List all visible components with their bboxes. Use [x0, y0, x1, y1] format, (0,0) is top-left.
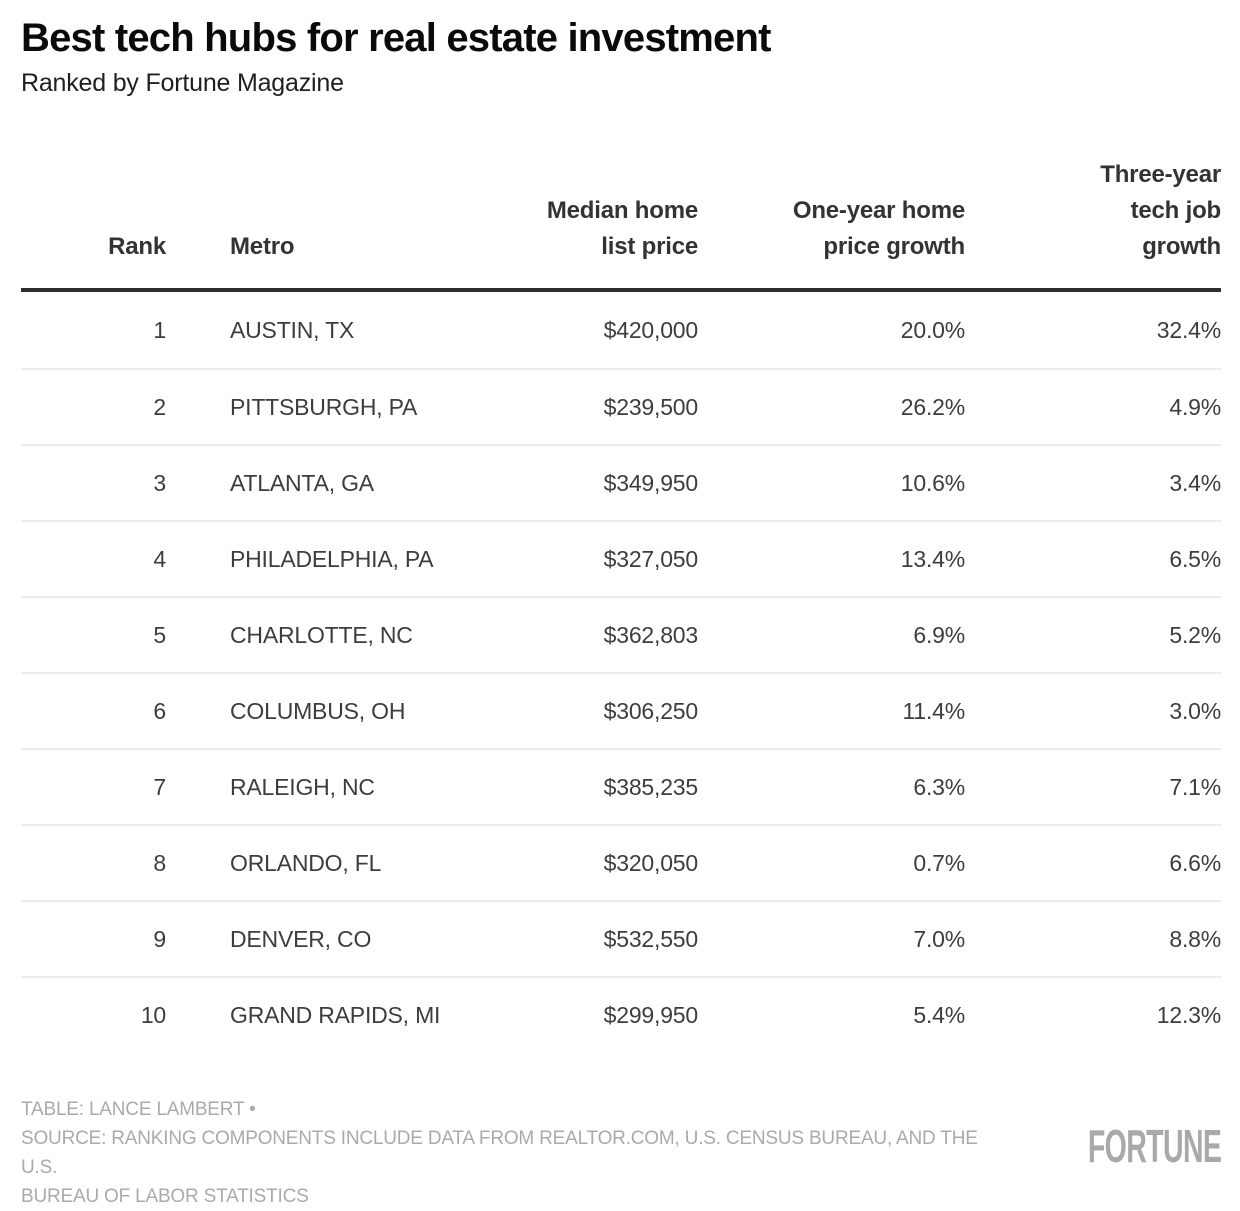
- cell-rank: 7: [153, 773, 166, 800]
- source-notes: TABLE: LANCE LAMBERT • SOURCE: RANKING C…: [21, 1095, 1006, 1211]
- cell-price-growth: 6.3%: [913, 773, 965, 800]
- cell-metro: COLUMBUS, OH: [230, 697, 406, 724]
- table-row: 4 PHILADELPHIA, PA $327,050 13.4% 6.5%: [21, 520, 1221, 596]
- cell-job-growth: 6.5%: [1169, 545, 1221, 572]
- table-row: 8 ORLANDO, FL $320,050 0.7% 6.6%: [21, 824, 1221, 900]
- cell-job-growth: 4.9%: [1169, 393, 1221, 420]
- cell-list-price: $349,950: [603, 469, 699, 496]
- cell-metro: PHILADELPHIA, PA: [230, 545, 434, 572]
- column-header-list-price: Median home list price: [546, 197, 698, 260]
- cell-rank: 1: [153, 316, 166, 343]
- cell-list-price: $420,000: [603, 316, 699, 343]
- page-title: Best tech hubs for real estate investmen…: [21, 16, 771, 60]
- table-row: 9 DENVER, CO $532,550 7.0% 8.8%: [21, 900, 1221, 976]
- cell-list-price: $532,550: [603, 925, 699, 952]
- cell-price-growth: 13.4%: [900, 545, 965, 572]
- cell-list-price: $239,500: [603, 393, 699, 420]
- source-line-1: SOURCE: RANKING COMPONENTS INCLUDE DATA …: [21, 1128, 978, 1178]
- cell-metro: ATLANTA, GA: [230, 469, 374, 496]
- cell-list-price: $299,950: [603, 1001, 699, 1028]
- cell-job-growth: 3.4%: [1169, 469, 1221, 496]
- cell-metro: RALEIGH, NC: [230, 773, 375, 800]
- cell-rank: 5: [153, 621, 166, 648]
- cell-metro: GRAND RAPIDS, MI: [230, 1001, 441, 1028]
- cell-job-growth: 8.8%: [1169, 925, 1221, 952]
- cell-metro: ORLANDO, FL: [230, 849, 382, 876]
- source-line-2: BUREAU OF LABOR STATISTICS: [21, 1186, 309, 1207]
- cell-price-growth: 5.4%: [913, 1001, 965, 1028]
- table-row: 5 CHARLOTTE, NC $362,803 6.9% 5.2%: [21, 596, 1221, 672]
- fortune-logo: FORTUNE: [1006, 1120, 1221, 1173]
- cell-metro: PITTSBURGH, PA: [230, 393, 418, 420]
- cell-list-price: $385,235: [603, 773, 699, 800]
- rankings-table: Rank Metro Median home list price One-ye…: [21, 157, 1221, 1052]
- cell-job-growth: 7.1%: [1169, 773, 1221, 800]
- cell-price-growth: 26.2%: [900, 393, 965, 420]
- cell-rank: 9: [153, 925, 166, 952]
- column-header-job-growth: Three-year tech job growth: [1100, 161, 1221, 260]
- table-row: 1 AUSTIN, TX $420,000 20.0% 32.4%: [21, 292, 1221, 368]
- cell-price-growth: 10.6%: [900, 469, 965, 496]
- table-row: 2 PITTSBURGH, PA $239,500 26.2% 4.9%: [21, 368, 1221, 444]
- chart-footer: TABLE: LANCE LAMBERT • SOURCE: RANKING C…: [21, 1095, 1222, 1211]
- cell-metro: CHARLOTTE, NC: [230, 621, 413, 648]
- cell-rank: 4: [153, 545, 166, 572]
- table-row: 3 ATLANTA, GA $349,950 10.6% 3.4%: [21, 444, 1221, 520]
- table-row: 6 COLUMBUS, OH $306,250 11.4% 3.0%: [21, 672, 1221, 748]
- cell-rank: 3: [153, 469, 166, 496]
- table-row: 10 GRAND RAPIDS, MI $299,950 5.4% 12.3%: [21, 976, 1221, 1052]
- page-subtitle: Ranked by Fortune Magazine: [21, 69, 344, 97]
- cell-list-price: $327,050: [603, 545, 699, 572]
- column-header-rank: Rank: [108, 233, 166, 260]
- column-header-price-growth: One-year home price growth: [792, 197, 965, 260]
- cell-metro: DENVER, CO: [230, 925, 372, 952]
- cell-price-growth: 7.0%: [913, 925, 965, 952]
- cell-job-growth: 5.2%: [1169, 621, 1221, 648]
- cell-rank: 6: [153, 697, 166, 724]
- cell-job-growth: 6.6%: [1169, 849, 1221, 876]
- column-header-metro: Metro: [230, 233, 295, 260]
- cell-metro: AUSTIN, TX: [230, 316, 355, 343]
- cell-rank: 8: [153, 849, 166, 876]
- fortune-wordmark: FORTUNE: [1087, 1120, 1221, 1172]
- credit-line: TABLE: LANCE LAMBERT •: [21, 1099, 256, 1120]
- cell-list-price: $306,250: [603, 697, 699, 724]
- cell-price-growth: 11.4%: [902, 697, 965, 724]
- cell-list-price: $320,050: [603, 849, 699, 876]
- table-row: 7 RALEIGH, NC $385,235 6.3% 7.1%: [21, 748, 1221, 824]
- table-header-row: Rank Metro Median home list price One-ye…: [21, 157, 1221, 292]
- cell-rank: 10: [140, 1001, 166, 1028]
- cell-list-price: $362,803: [603, 621, 699, 648]
- cell-job-growth: 12.3%: [1156, 1001, 1221, 1028]
- cell-price-growth: 20.0%: [900, 316, 965, 343]
- cell-price-growth: 6.9%: [913, 621, 965, 648]
- cell-price-growth: 0.7%: [913, 849, 965, 876]
- cell-rank: 2: [153, 393, 166, 420]
- cell-job-growth: 3.0%: [1169, 697, 1221, 724]
- cell-job-growth: 32.4%: [1156, 316, 1221, 343]
